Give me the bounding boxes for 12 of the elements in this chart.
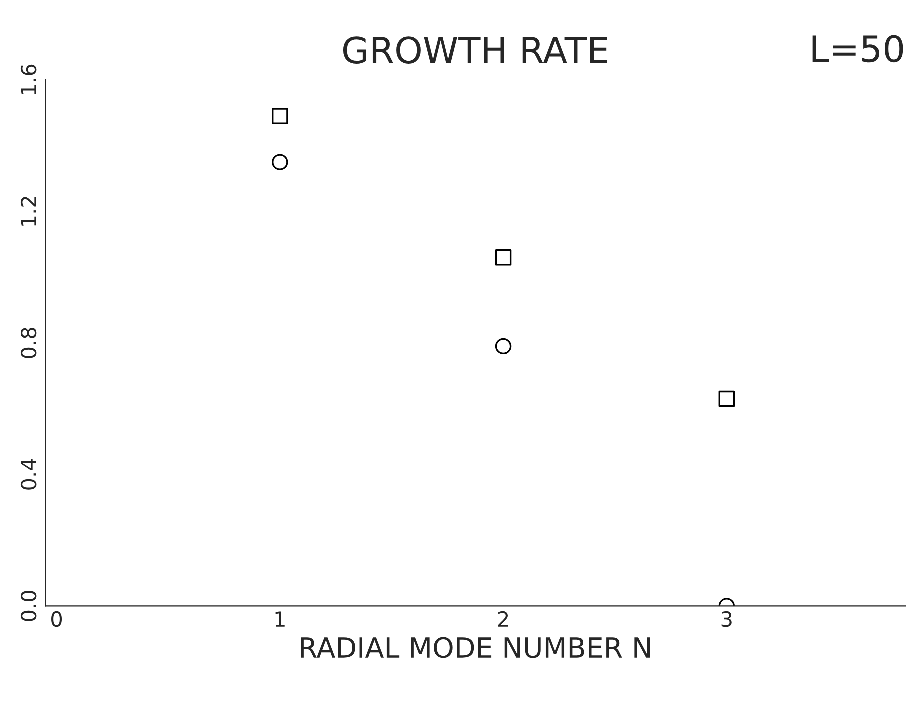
y-tick-label: 1.2 xyxy=(20,197,36,226)
chart-title: GROWTH RATE xyxy=(343,36,608,64)
y-tick-label: 0.4 xyxy=(20,459,37,490)
y-tick-label: 1.6 xyxy=(20,64,37,94)
text: L=50 xyxy=(812,35,904,63)
x-tick-label: 2 xyxy=(498,611,508,627)
x-tick-label: 1 xyxy=(276,612,285,627)
x-tick-label: 0 xyxy=(52,611,62,628)
y-tick-label: 0.8 xyxy=(20,328,37,358)
y-tick-label: 0.0 xyxy=(20,591,37,622)
x-axis-title: RADIAL MODE NUMBER N xyxy=(301,637,650,658)
x-tick-label: 3 xyxy=(722,611,732,628)
